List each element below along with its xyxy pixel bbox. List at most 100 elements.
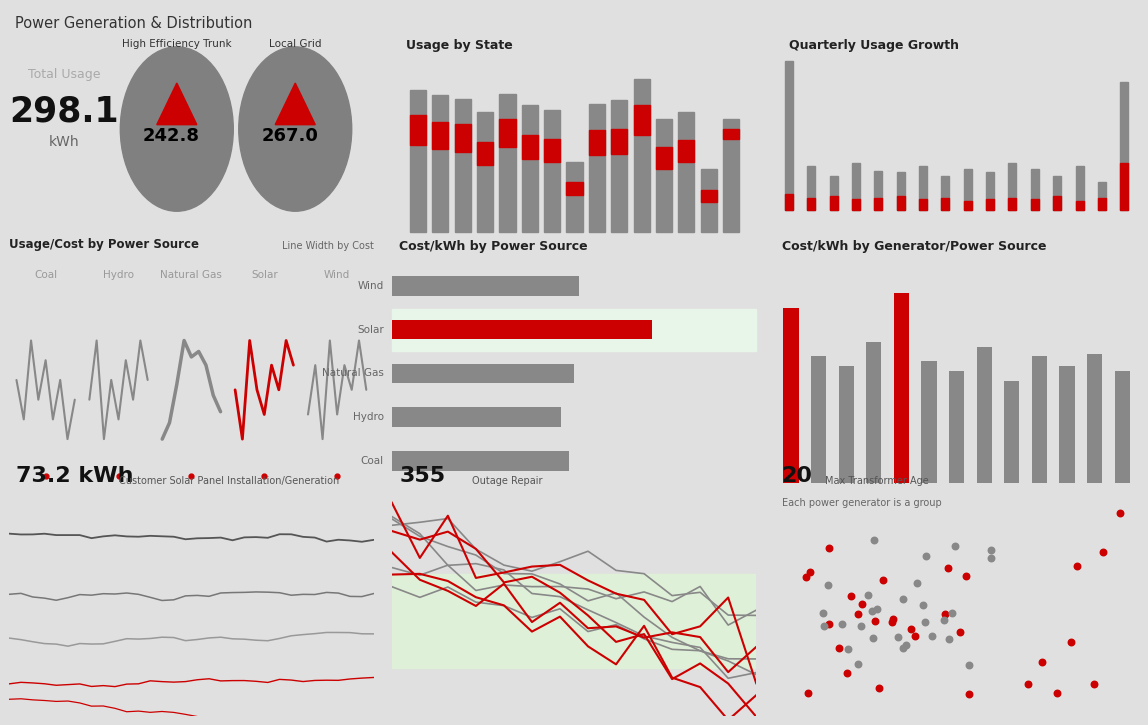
Bar [566, 162, 582, 232]
Point [923, 630, 941, 642]
Bar [544, 138, 560, 162]
Bar [1008, 198, 1016, 210]
Bar [391, 363, 574, 384]
Bar [391, 451, 568, 471]
Text: Total Usage: Total Usage [28, 67, 100, 80]
Bar [922, 361, 937, 483]
Bar [1076, 201, 1084, 210]
Bar [723, 119, 739, 232]
Text: 242.8: 242.8 [142, 127, 200, 144]
Point [1085, 678, 1103, 689]
Bar [1053, 175, 1061, 210]
Bar [964, 170, 972, 210]
Bar [897, 196, 905, 210]
Point [951, 626, 969, 638]
Point [914, 599, 932, 610]
Text: kWh: kWh [48, 135, 79, 149]
Text: Hydro: Hydro [352, 413, 383, 422]
Bar [1060, 366, 1075, 483]
Text: Each power generator is a group: Each power generator is a group [782, 498, 941, 508]
Bar [455, 99, 471, 232]
Point [915, 617, 933, 629]
Bar [783, 381, 799, 483]
Point [799, 687, 817, 699]
Point [819, 579, 837, 591]
Point [982, 552, 1000, 564]
Text: Coal: Coal [34, 270, 57, 281]
Point [820, 542, 838, 554]
Point [833, 618, 852, 629]
Text: Solar: Solar [251, 270, 278, 281]
Bar [785, 61, 793, 210]
Point [902, 624, 921, 635]
Point [898, 639, 916, 651]
Text: Wind: Wind [358, 281, 383, 291]
Text: Cost/kWh by Generator/Power Source: Cost/kWh by Generator/Power Source [782, 240, 1046, 253]
Point [1111, 507, 1130, 519]
Bar [678, 112, 695, 232]
Bar [391, 320, 535, 339]
Bar [1115, 371, 1130, 483]
Point [863, 632, 882, 644]
Text: 73.2 kWh: 73.2 kWh [16, 466, 134, 486]
Bar [941, 175, 949, 210]
Text: 20: 20 [782, 466, 813, 486]
Text: Customer Solar Panel Installation/Generation: Customer Solar Panel Installation/Genera… [118, 476, 339, 486]
Point [894, 642, 913, 654]
Point [1019, 678, 1038, 689]
Bar [1032, 356, 1047, 483]
Point [884, 613, 902, 624]
Bar [894, 391, 909, 483]
Point [797, 571, 815, 583]
Polygon shape [157, 83, 196, 125]
Point [906, 630, 924, 642]
Point [939, 563, 957, 574]
Bar [544, 110, 560, 232]
Bar [1087, 354, 1102, 483]
Bar [1097, 198, 1106, 210]
Bar [391, 407, 561, 427]
Bar [941, 198, 949, 210]
Bar [478, 142, 494, 165]
Point [815, 621, 833, 632]
Text: Wind: Wind [324, 270, 350, 281]
Bar [897, 173, 905, 210]
Bar [852, 199, 860, 210]
Point [934, 614, 953, 626]
Bar [1076, 166, 1084, 210]
Bar [410, 91, 426, 232]
Bar [807, 198, 815, 210]
Polygon shape [276, 83, 316, 125]
Text: Quarterly Usage Growth: Quarterly Usage Growth [789, 39, 959, 52]
Point [820, 618, 838, 630]
Point [850, 608, 868, 620]
Bar [634, 105, 650, 136]
Point [866, 616, 884, 627]
Bar [1120, 163, 1128, 210]
Point [863, 605, 882, 617]
Bar [656, 119, 672, 232]
Point [1093, 546, 1111, 558]
Point [946, 539, 964, 551]
Ellipse shape [239, 47, 351, 211]
Text: Natural Gas: Natural Gas [161, 270, 223, 281]
Bar [589, 104, 605, 232]
Bar [455, 124, 471, 152]
Bar [838, 366, 854, 483]
Bar [656, 147, 672, 169]
Text: Natural Gas: Natural Gas [323, 368, 383, 378]
Point [1033, 655, 1052, 667]
Text: Usage/Cost by Power Source: Usage/Cost by Power Source [9, 238, 200, 251]
Point [939, 634, 957, 645]
Point [890, 631, 908, 643]
Bar [566, 182, 582, 196]
Text: 298.1: 298.1 [9, 94, 118, 128]
Bar [678, 141, 695, 162]
Bar [391, 574, 757, 668]
Text: Cost/kWh by Power Source: Cost/kWh by Power Source [400, 240, 588, 253]
Bar [986, 173, 994, 210]
Bar [875, 198, 883, 210]
Bar [830, 175, 838, 210]
Text: 267.0: 267.0 [262, 127, 318, 144]
Bar [852, 163, 860, 210]
